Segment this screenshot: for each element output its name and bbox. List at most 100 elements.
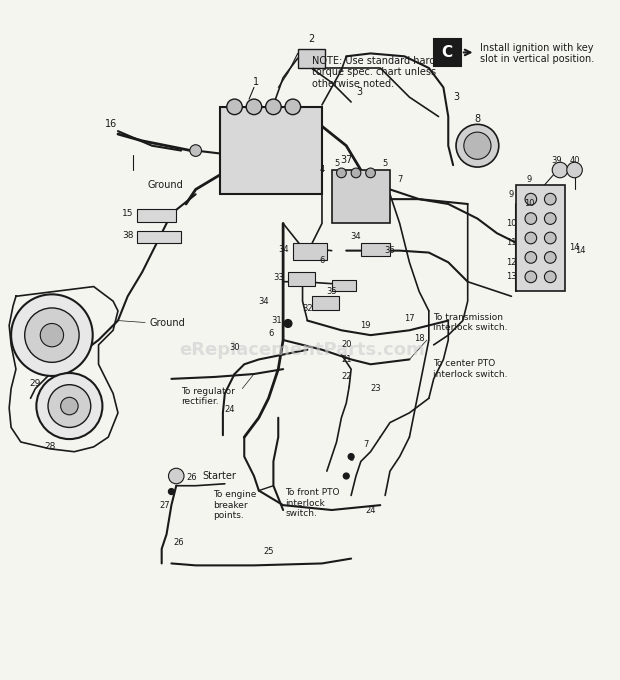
Circle shape [525,232,537,244]
Text: 29: 29 [30,379,41,388]
Text: To regulator
rectifier.: To regulator rectifier. [181,387,235,406]
Text: To engine
breaker
points.: To engine breaker points. [213,490,257,520]
Bar [293,243,327,260]
Text: 34: 34 [351,232,361,241]
Circle shape [544,252,556,263]
Text: Starter: Starter [203,471,236,481]
Text: 26: 26 [187,473,197,482]
Bar [220,107,322,194]
Text: 32: 32 [302,305,312,313]
Circle shape [11,294,93,376]
Bar [312,296,340,310]
Text: 13: 13 [506,273,516,282]
Text: 5: 5 [383,158,388,168]
Circle shape [25,308,79,362]
Text: 34: 34 [259,296,269,305]
Circle shape [169,469,184,483]
Text: 5: 5 [334,158,339,168]
Text: 24: 24 [365,505,376,515]
Circle shape [544,271,556,283]
Circle shape [265,99,281,115]
Bar [332,279,356,292]
Text: 11: 11 [506,239,516,248]
Bar [138,231,181,243]
Text: 21: 21 [341,355,352,364]
Circle shape [40,324,64,347]
Text: 17: 17 [404,314,415,323]
Text: 30: 30 [229,343,240,352]
Circle shape [337,168,346,177]
Circle shape [525,213,537,224]
Text: 6: 6 [348,454,354,463]
Text: 15: 15 [122,209,133,218]
Circle shape [348,454,354,460]
Circle shape [552,163,568,177]
Text: 26: 26 [174,538,185,547]
Circle shape [190,145,202,156]
Circle shape [525,252,537,263]
Text: 24: 24 [224,405,235,414]
Circle shape [525,271,537,283]
Text: 40: 40 [569,156,580,165]
Bar [361,243,390,256]
Circle shape [464,132,491,159]
Bar [138,209,176,222]
Circle shape [456,124,498,167]
Text: 6: 6 [269,328,274,338]
Bar [516,184,565,292]
Circle shape [544,232,556,244]
Text: 25: 25 [264,547,274,556]
Text: 4: 4 [319,165,325,175]
Text: 16: 16 [105,119,117,129]
Circle shape [227,99,242,115]
Text: 10: 10 [524,199,534,209]
Text: 14: 14 [575,246,586,255]
Text: 7: 7 [363,441,368,449]
Bar [298,48,325,68]
Text: NOTE: Use standard hardware
torque spec. chart unless
otherwise noted.: NOTE: Use standard hardware torque spec.… [312,56,459,89]
Text: 36: 36 [384,246,396,255]
Text: 23: 23 [370,384,381,393]
Circle shape [567,163,582,177]
Text: 7: 7 [397,175,402,184]
Circle shape [366,168,375,177]
Circle shape [246,99,262,115]
Text: Ground: Ground [149,318,185,328]
Text: 19: 19 [360,321,371,330]
Circle shape [37,373,102,439]
Text: C: C [441,45,453,60]
Text: 37: 37 [340,155,352,165]
Text: 28: 28 [44,443,56,452]
Text: 9: 9 [526,175,531,184]
Bar [288,272,315,286]
Text: 14: 14 [569,243,580,252]
Text: eReplacementParts.com: eReplacementParts.com [180,341,425,359]
Text: 9: 9 [509,190,514,199]
Text: To transmission
interlock switch.: To transmission interlock switch. [433,313,507,333]
Text: To center PTO
interlock switch.: To center PTO interlock switch. [433,360,507,379]
Text: 31: 31 [271,316,281,325]
Circle shape [61,397,78,415]
Text: 1: 1 [253,77,259,86]
Text: 12: 12 [506,258,516,267]
Circle shape [285,99,301,115]
Circle shape [351,168,361,177]
Text: 2: 2 [308,34,314,44]
Bar [332,170,390,224]
Text: 22: 22 [341,373,352,381]
Text: 10: 10 [506,219,516,228]
Circle shape [525,193,537,205]
Text: Install ignition with key
slot in vertical position.: Install ignition with key slot in vertic… [480,43,595,65]
Circle shape [284,320,292,327]
Circle shape [169,489,174,494]
Circle shape [48,385,91,428]
Text: 20: 20 [341,341,352,350]
Circle shape [544,193,556,205]
Bar [434,39,461,66]
Text: 34: 34 [278,245,288,254]
Text: 35: 35 [326,287,337,296]
Text: 8: 8 [474,114,480,124]
Circle shape [544,213,556,224]
Text: 27: 27 [159,500,170,509]
Text: Ground: Ground [147,180,183,190]
